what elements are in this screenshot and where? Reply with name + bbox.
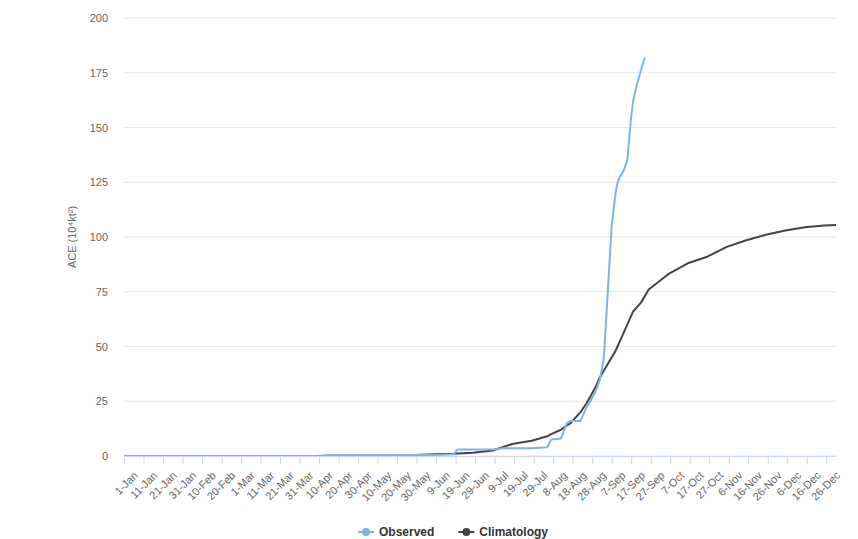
grid-line: [124, 237, 836, 238]
legend: Observed Climatology: [358, 525, 548, 539]
legend-symbol-marker: [462, 528, 470, 536]
legend-label: Climatology: [479, 525, 548, 539]
grid-line: [124, 401, 836, 402]
x-tick-mark: [280, 456, 281, 464]
series-line: [124, 57, 645, 456]
y-axis-title: ACE (10⁴kt²): [66, 206, 78, 268]
y-tick-label: 0: [102, 450, 108, 462]
series-line: [124, 225, 836, 456]
x-tick-mark: [339, 456, 340, 464]
plot-area: [124, 57, 836, 456]
x-tick-mark: [612, 456, 613, 464]
y-tick-label: 175: [90, 67, 108, 79]
x-tick-mark: [397, 456, 398, 464]
x-tick-mark: [222, 456, 223, 464]
legend-item[interactable]: Climatology: [458, 525, 548, 539]
legend-item[interactable]: Observed: [358, 525, 434, 539]
x-tick-mark: [475, 456, 476, 464]
x-tick-mark: [436, 456, 437, 464]
x-tick: 30-May: [398, 456, 433, 503]
y-tick-label: 125: [90, 176, 108, 188]
grid-line: [124, 182, 836, 183]
x-tick-mark: [456, 456, 457, 464]
grid-line: [124, 18, 836, 19]
x-tick-mark: [670, 456, 671, 464]
x-tick-mark: [514, 456, 515, 464]
x-tick-mark: [826, 456, 827, 464]
x-tick-mark: [768, 456, 769, 464]
grid-line: [124, 346, 836, 347]
x-tick-mark: [163, 456, 164, 464]
x-tick-mark: [807, 456, 808, 464]
x-tick-mark: [631, 456, 632, 464]
x-tick-mark: [709, 456, 710, 464]
x-tick: 20-Feb: [204, 456, 237, 502]
y-tick: 50: [96, 341, 124, 353]
x-tick-mark: [319, 456, 320, 464]
x-tick-mark: [553, 456, 554, 464]
x-tick-mark: [183, 456, 184, 464]
x-tick-mark: [495, 456, 496, 464]
x-tick-mark: [241, 456, 242, 464]
x-tick-mark: [417, 456, 418, 464]
x-tick-mark: [144, 456, 145, 464]
y-tick-label: 150: [90, 122, 108, 134]
x-tick-mark: [748, 456, 749, 464]
y-tick: 25: [96, 395, 124, 407]
y-tick: 75: [96, 286, 124, 298]
y-tick-label: 200: [90, 12, 108, 24]
x-tick-mark: [729, 456, 730, 464]
x-tick-mark: [592, 456, 593, 464]
x-tick-mark: [300, 456, 301, 464]
y-tick: 150: [90, 122, 124, 134]
x-tick: 29-Jun: [459, 456, 491, 501]
grid-line: [124, 291, 836, 292]
x-tick: 27-Sep: [633, 456, 667, 503]
y-tick-label: 75: [96, 286, 108, 298]
x-tick-mark: [124, 456, 125, 464]
y-tick: 200: [90, 12, 124, 24]
x-tick-mark: [690, 456, 691, 464]
x-tick-mark: [378, 456, 379, 464]
y-axis-line: [124, 19, 125, 457]
y-tick-label: 25: [96, 395, 108, 407]
y-tick-label: 100: [90, 231, 108, 243]
grid-line: [124, 127, 836, 128]
x-tick-mark: [651, 456, 652, 464]
y-tick: 175: [90, 67, 124, 79]
x-axis: 1-Jan11-Jan21-Jan31-Jan10-Feb20-Feb1-Mar…: [112, 456, 843, 503]
x-tick-mark: [787, 456, 788, 464]
grid-line: [124, 72, 836, 73]
x-tick-mark: [573, 456, 574, 464]
y-tick-label: 50: [96, 341, 108, 353]
x-tick: 26-Dec: [809, 456, 843, 503]
x-tick-mark: [202, 456, 203, 464]
legend-label: Observed: [379, 525, 434, 539]
y-tick: 100: [90, 231, 124, 243]
legend-symbol-marker: [362, 528, 370, 536]
grid: [124, 18, 836, 456]
y-tick: 125: [90, 176, 124, 188]
y-tick: 0: [102, 450, 124, 462]
x-tick-mark: [261, 456, 262, 464]
x-tick-mark: [534, 456, 535, 464]
chart: 0 25 50 75 100 125 150 175 200 1-Jan11-Jan21-Jan3…: [0, 0, 858, 539]
y-axis: 0 25 50 75 100 125 150 175 200: [90, 12, 125, 462]
x-tick-mark: [358, 456, 359, 464]
x-tick-label: 26-Dec: [809, 469, 843, 503]
